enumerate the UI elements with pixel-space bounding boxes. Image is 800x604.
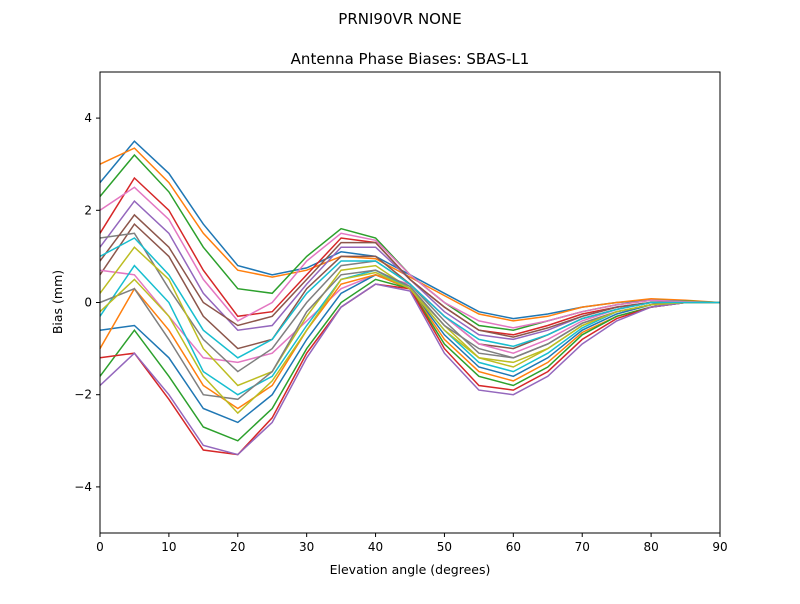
x-tick-label: 50 <box>437 540 452 554</box>
series-line-16 <box>99 213 720 338</box>
x-tick-label: 0 <box>96 540 104 554</box>
y-axis-label: Bias (mm) <box>50 270 65 334</box>
x-tick-label: 60 <box>506 540 521 554</box>
ticks: 0 10 20 30 40 50 60 70 80 90 −4 −2 0 2 4 <box>74 111 727 554</box>
y-tick-label: −4 <box>74 480 92 494</box>
x-tick-label: 40 <box>368 540 383 554</box>
series-line-12 <box>99 274 720 410</box>
series-line-17 <box>99 186 721 329</box>
series-lines <box>99 140 721 456</box>
series-line-15 <box>99 283 720 456</box>
y-tick-label: 2 <box>84 203 92 217</box>
x-tick-label: 70 <box>575 540 590 554</box>
series-line-2 <box>99 147 721 322</box>
x-tick-label: 10 <box>161 540 176 554</box>
x-tick-label: 20 <box>230 540 245 554</box>
suptitle: PRNI90VR NONE <box>338 10 461 28</box>
series-line-20 <box>99 237 720 359</box>
y-tick-label: 4 <box>84 111 92 125</box>
x-tick-label: 30 <box>299 540 314 554</box>
chart-title: Antenna Phase Biases: SBAS-L1 <box>291 50 530 68</box>
x-axis-label: Elevation angle (degrees) <box>330 562 491 577</box>
y-tick-label: 0 <box>84 296 92 310</box>
series-line-5 <box>99 199 720 341</box>
y-tick-label: −2 <box>74 388 92 402</box>
series-line-19 <box>99 271 720 415</box>
x-tick-label: 90 <box>712 540 727 554</box>
x-tick-label: 80 <box>643 540 658 554</box>
